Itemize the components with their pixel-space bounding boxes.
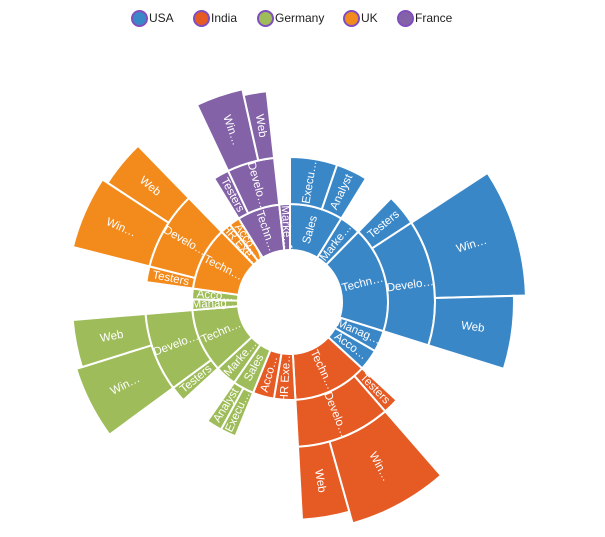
legend-swatch-france [397,9,414,27]
legend-item-usa[interactable]: USA [131,6,174,30]
segment-france-marketing[interactable] [278,202,291,252]
label-usa-technology-developers-web: Web [460,320,485,335]
legend-item-germany[interactable]: Germany [257,6,324,30]
legend-item-france[interactable]: France [397,6,452,30]
legend-swatch-india [193,9,210,27]
label-france-marketing: Marke… [279,205,293,249]
legend-label-germany: Germany [275,11,325,25]
segment-uk-technology-developers-web[interactable] [106,144,191,225]
legend-item-india[interactable]: India [193,6,237,30]
legend-swatch-uk [343,9,360,27]
legend-label-usa: USA [149,11,174,25]
legend-label-uk: UK [361,11,378,25]
legend-label-india: India [211,11,238,25]
segment-germany-technology-developers-web[interactable] [71,312,153,369]
segment-usa-technology-developers-web[interactable] [427,294,515,371]
segment-india-technology-developers-windows[interactable] [328,409,443,525]
label-france-technology-developers-web: Web [253,113,269,138]
legend: USA India Germany UK France [0,6,605,30]
segment-france-technology-developers-web[interactable] [242,90,276,162]
label-germany-technology-developers-web: Web [99,329,124,345]
legend-swatch-germany [257,9,274,27]
legend-item-uk[interactable]: UK [343,6,378,30]
label-india-hr-executives: HR Exe… [278,351,293,403]
segment-usa-technology-developers-windows[interactable] [410,171,527,300]
legend-label-france: France [415,11,453,25]
label-india-technology-developers-web: Web [312,468,328,493]
legend-swatch-usa [131,9,148,27]
segment-india-technology-developers-web[interactable] [296,440,351,521]
